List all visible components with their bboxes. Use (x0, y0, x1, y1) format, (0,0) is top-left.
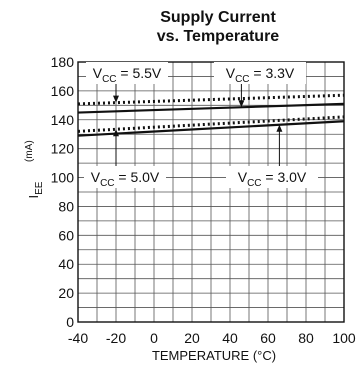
svg-text:IEE: IEE (26, 181, 45, 198)
plot-frame (77, 61, 345, 323)
series-line-3 (77, 115, 345, 133)
y-tick-label: 180 (51, 54, 75, 70)
x-axis-label: TEMPERATURE (°C) (152, 348, 276, 363)
annotation-arrowhead (113, 95, 119, 103)
series-line-2 (77, 102, 345, 114)
y-tick-label: 0 (66, 314, 74, 330)
y-axis-label-main: I (26, 195, 41, 199)
x-tick-label: 100 (332, 330, 356, 346)
x-tick-label: 80 (298, 330, 314, 346)
series-label-2: VCC = 3.3V (226, 65, 295, 85)
y-tick-label: 120 (51, 141, 75, 157)
annotation-arrowhead (276, 124, 283, 132)
series-annotation-1: VCC = 5.5V (86, 62, 168, 103)
series-line-1 (77, 93, 345, 106)
y-tick-label: 100 (51, 170, 75, 186)
y-axis-unit: (mA) (24, 140, 35, 162)
y-axis-label: IEE (mA) (24, 140, 45, 198)
y-tick-label: 40 (58, 256, 74, 272)
series-label-3: VCC = 5.0V (91, 169, 160, 189)
series-label-4: VCC = 3.0V (238, 169, 307, 189)
y-tick-label: 160 (51, 83, 75, 99)
chart-title: Supply Current (160, 9, 276, 26)
x-tick-label: 40 (222, 330, 238, 346)
series-annotation-2: VCC = 3.3V (214, 62, 306, 108)
x-tick-label: 20 (184, 330, 200, 346)
series-annotation-3: VCC = 5.0V (84, 129, 166, 189)
annotation-arrowhead (238, 100, 245, 108)
x-tick-label: -20 (106, 330, 126, 346)
x-tick-label: 60 (260, 330, 276, 346)
series-lines (77, 93, 345, 137)
y-tick-label: 60 (58, 227, 74, 243)
x-tick-label: -40 (68, 330, 88, 346)
tick-labels: -40 -20 0 20 40 60 80 100 0 20 40 60 80 100 120 140 160 1… (51, 54, 356, 346)
y-tick-label: 80 (58, 198, 74, 214)
chart-subtitle: vs. Temperature (157, 28, 280, 45)
annotation-arrowhead (113, 129, 119, 137)
x-tick-label: 0 (150, 330, 158, 346)
series-annotations: VCC = 5.5V VCC = 3.3V VCC = 5.0V VCC = 3.0V (84, 62, 318, 189)
y-tick-label: 140 (51, 112, 75, 128)
y-axis-label-sub: EE (34, 181, 45, 195)
y-tick-label: 20 (58, 285, 74, 301)
series-label-1: VCC = 5.5V (93, 65, 162, 85)
grid (77, 61, 345, 323)
series-line-4 (77, 120, 345, 137)
series-annotation-4: VCC = 3.0V (226, 124, 318, 189)
